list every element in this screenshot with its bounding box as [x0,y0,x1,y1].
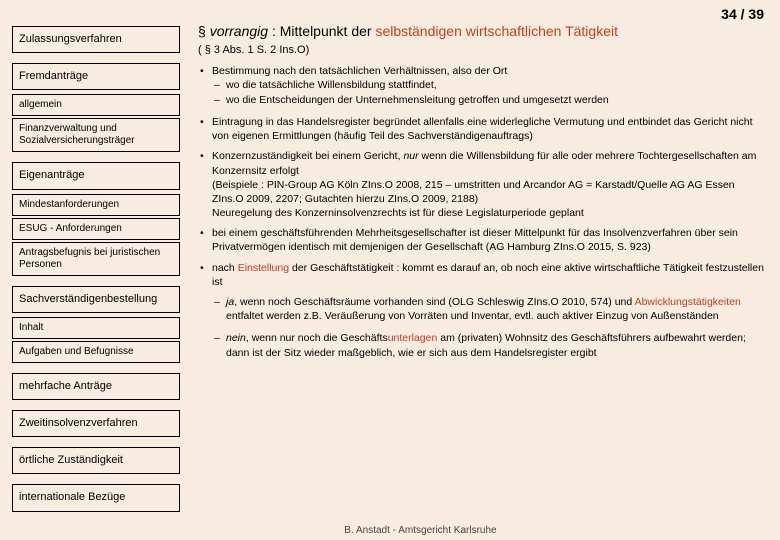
b5a: nach [212,262,238,274]
headline-mid: : Mittelpunkt der [268,23,375,39]
b3-examples: (Beispiele : PIN-Group AG Köln ZIns.O 20… [212,179,735,205]
sidebar-item-8[interactable]: Sachverständigen­bestellung [12,286,180,313]
bullet-3: Konzernzuständigkeit bei einem Gericht, … [198,149,768,220]
sidebar-item-6[interactable]: ESUG - Anforderungen [12,218,180,240]
b5c: der Geschäftstätigkeit : kommt es darauf… [212,262,764,288]
headline-bullet: § [198,23,206,39]
sidebar-item-2[interactable]: allgemein [12,94,180,116]
b5-1b: , wenn noch Geschäftsräume vorhanden sin… [234,296,634,308]
sidebar-item-1[interactable]: Fremdanträge [12,63,180,90]
b5-2b: , wenn nur noch die Geschäfts [246,332,388,344]
sidebar-item-14[interactable]: internationale Bezüge [12,484,180,511]
bullet-5-1: ja, wenn noch Geschäftsräume vorhanden s… [212,295,768,323]
sidebar-item-4[interactable]: Eigenanträge [12,162,180,189]
bullet-5: nach Einstellung der Geschäftstätigkeit … [198,261,768,289]
headline-accent: selbständigen wirtschaftlichen Tätigkeit [375,23,618,39]
bullet-1: Bestimmung nach den tatsächlichen Verhäl… [198,64,768,78]
sidebar-item-11[interactable]: mehrfache Anträge [12,373,180,400]
sidebar: Zulassungsverfahren Fremdanträge allgemein… [12,8,190,536]
content-body: Bestimmung nach den tatsächlichen Verhäl… [198,64,768,360]
bullet-5-2: nein, wenn nur noch die Geschäftsunterla… [212,331,768,359]
b5-2-accent: unterlagen [388,332,438,344]
b5-1d: entfaltet werden z.B. Veräußerung von Vo… [226,310,719,322]
bullet-1b: wo die Entscheidungen der Unternehmensle… [212,93,768,107]
b5-1-accent: Abwicklungstätigkeiten [635,296,741,308]
headline-lead: vorrangig [210,23,268,39]
bullet-2: Eintragung in das Handelsregister begrün… [198,115,768,143]
sidebar-item-12[interactable]: Zweitinsolvenzverfahren [12,410,180,437]
main-content: 34 / 39 § vorrangig : Mittelpunkt der se… [190,8,768,536]
sidebar-item-13[interactable]: örtliche Zuständigkeit [12,447,180,474]
bullet-4: bei einem geschäftsführenden Mehrheitsge… [198,226,768,254]
footer: B. Anstadt - Amtsgericht Karlsruhe [344,525,496,536]
b5-accent: Einstellung [238,262,289,274]
headline: § vorrangig : Mittelpunkt der selbständi… [198,22,768,42]
b3-emph: nur [403,150,418,162]
sidebar-item-3[interactable]: Finanzverwaltung und Sozialversicherungs… [12,118,180,152]
page-number: 34 / 39 [721,6,764,22]
b5-2-nein: nein [226,332,246,344]
sidebar-item-10[interactable]: Aufgaben und Befugnisse [12,341,180,363]
sidebar-item-9[interactable]: Inhalt [12,317,180,339]
b5-1-ja: ja [226,296,234,308]
subhead: ( § 3 Abs. 1 S. 2 Ins.O) [198,44,768,56]
sidebar-item-7[interactable]: Antragsbefugnis bei juristischen Persone… [12,242,180,276]
page: Zulassungsverfahren Fremdanträge allgemein… [0,0,780,540]
b3-note: Neuregelung des Konzerninsolvenzrechts i… [212,207,584,219]
bullet-1a: wo die tatsächliche Willensbildung statt… [212,78,768,92]
sidebar-item-0[interactable]: Zulassungsverfahren [12,26,180,53]
b3-text-a: Konzernzuständigkeit bei einem Gericht, [212,150,403,162]
sidebar-item-5[interactable]: Mindestanforderungen [12,194,180,216]
